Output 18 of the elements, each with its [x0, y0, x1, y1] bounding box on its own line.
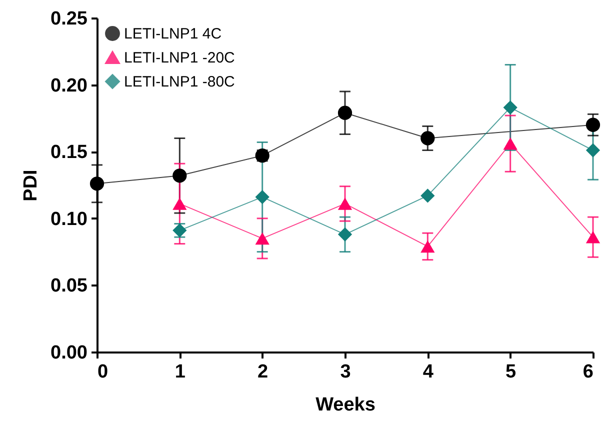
y-axis-title: PDI	[20, 170, 42, 202]
y-tick-label: 0.20	[50, 75, 88, 96]
x-tick-label: 3	[340, 362, 351, 382]
x-tick-label: 2	[258, 362, 268, 382]
x-tick-label: 6	[582, 362, 594, 382]
x-tick-label: 1	[174, 362, 186, 382]
y-tick-label: 0.25	[50, 8, 88, 30]
x-tick-label: 4	[422, 362, 434, 382]
x-axis-title: Weeks	[316, 394, 376, 416]
y-tick-label: 0.00	[50, 342, 88, 364]
legend-label: LETI-LNP1 4C	[124, 26, 222, 42]
x-tick-label: 0	[98, 362, 108, 382]
legend-label: LETI-LNP1 -80C	[124, 74, 236, 90]
y-tick-label: 0.05	[50, 276, 88, 297]
x-tick-label: 5	[506, 362, 517, 382]
y-tick-label: 0.10	[50, 208, 88, 230]
y-tick-label: 0.15	[50, 142, 88, 164]
legend-label: LETI-LNP1 -20C	[124, 50, 236, 66]
